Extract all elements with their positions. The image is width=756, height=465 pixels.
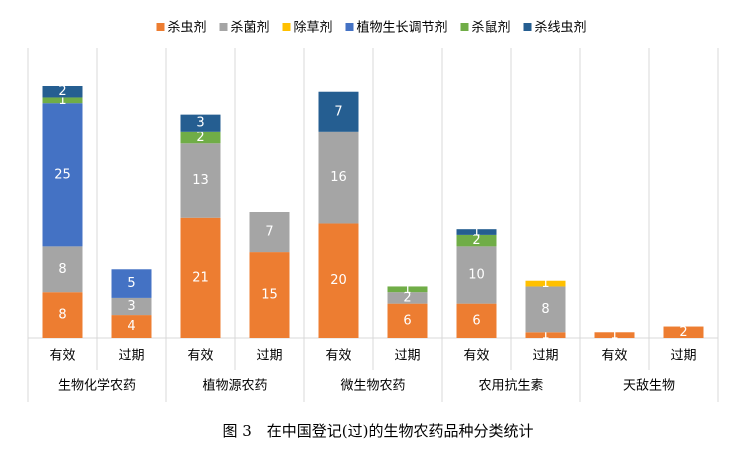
bar-segment (456, 229, 497, 235)
data-label: 6 (403, 313, 411, 328)
bar-segment (318, 223, 359, 338)
data-label: 1 (403, 282, 411, 297)
bar-segment (387, 303, 428, 338)
x-tick-label: 有效 (463, 349, 489, 364)
bar-segment (180, 131, 221, 144)
legend-swatch (282, 23, 291, 31)
legend-label: 杀鼠剂 (472, 21, 511, 36)
bar-segment (111, 297, 152, 316)
data-label: 7 (265, 225, 273, 240)
data-label: 2 (679, 325, 687, 340)
x-tick-label: 有效 (601, 349, 627, 364)
legend-label: 杀线虫剂 (535, 21, 587, 36)
group-label: 生物化学农药 (58, 378, 136, 394)
x-tick-label: 有效 (325, 349, 351, 364)
x-tick-label: 过期 (118, 349, 144, 364)
x-tick-label: 过期 (532, 349, 558, 364)
group-label: 微生物农药 (340, 379, 405, 394)
bar-segment (42, 103, 83, 247)
bar-segment (180, 143, 221, 218)
x-tick-label: 过期 (256, 349, 282, 364)
legend-swatch (156, 23, 165, 31)
x-tick-label: 有效 (187, 349, 213, 364)
bar-segment (456, 234, 497, 247)
data-label: 8 (58, 262, 66, 277)
data-label: 21 (192, 270, 209, 285)
legend-swatch (523, 23, 532, 31)
bar-segment (111, 315, 152, 338)
data-label: 8 (541, 302, 549, 317)
bar-segment (249, 212, 290, 253)
group-label: 天敌生物 (623, 379, 675, 394)
bar-segment (42, 86, 83, 98)
bar-segment (594, 332, 635, 338)
bar-segment (111, 269, 152, 298)
bar-segment (42, 246, 83, 293)
data-label: 2 (58, 84, 66, 99)
bar-segment (42, 292, 83, 338)
bar-segment (180, 217, 221, 338)
data-label: 1 (58, 93, 66, 108)
data-label: 15 (261, 288, 278, 303)
data-label: 25 (54, 167, 71, 182)
bar-segment (249, 252, 290, 338)
bar-segment (42, 97, 83, 104)
bar-segment (387, 292, 428, 304)
data-label: 3 (127, 299, 135, 314)
bar-segment (525, 286, 566, 333)
data-label: 10 (468, 268, 485, 283)
data-label: 2 (196, 130, 204, 145)
bar-segment (525, 280, 566, 287)
data-label: 1 (472, 225, 480, 240)
x-tick-label: 过期 (670, 349, 696, 364)
data-label: 1 (610, 328, 618, 343)
bar-segment (387, 286, 428, 293)
group-label: 农用抗生素 (478, 379, 543, 394)
legend-swatch (345, 23, 354, 31)
bar-segment (456, 246, 497, 304)
data-label: 4 (127, 319, 135, 334)
legend-label: 杀虫剂 (168, 21, 207, 36)
bar-segment (318, 91, 359, 132)
data-label: 6 (472, 313, 480, 328)
data-label: 5 (127, 276, 135, 291)
bar-segment (318, 131, 359, 224)
caption: 图 3 在中国登记(过)的生物农药品种分类统计 (222, 422, 533, 440)
group-label: 植物源农药 (202, 379, 267, 394)
bar-segment (456, 303, 497, 338)
bar-segment (525, 332, 566, 338)
data-label: 16 (330, 170, 347, 185)
data-label: 7 (334, 104, 342, 119)
x-tick-label: 有效 (49, 349, 75, 364)
data-label: 8 (58, 308, 66, 323)
data-label: 1 (541, 328, 549, 343)
data-label: 2 (403, 290, 411, 305)
data-label: 20 (330, 273, 347, 288)
legend-swatch (460, 23, 469, 31)
bar-segment (180, 114, 221, 132)
data-label: 13 (192, 173, 209, 188)
data-label: 3 (196, 116, 204, 131)
x-tick-label: 过期 (394, 349, 420, 364)
data-label: 2 (472, 233, 480, 248)
legend-label: 除草剂 (294, 21, 333, 36)
data-label: 1 (541, 276, 549, 291)
bar-segment (663, 326, 704, 338)
legend-label: 杀菌剂 (231, 21, 270, 36)
legend-swatch (219, 23, 228, 31)
legend-label: 植物生长调节剂 (357, 21, 448, 36)
